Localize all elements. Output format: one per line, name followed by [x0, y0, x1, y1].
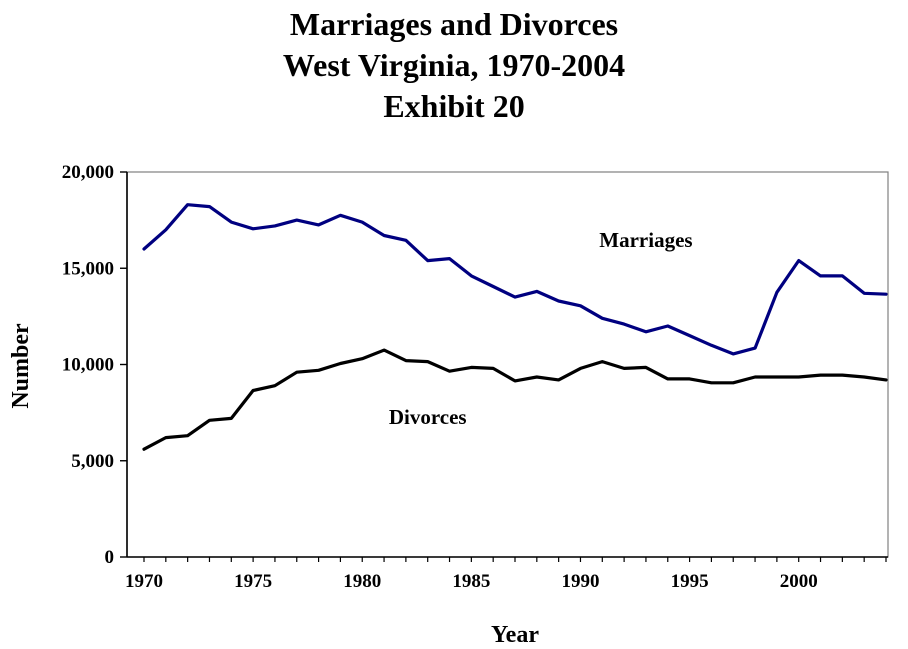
x-axis-title: Year	[491, 622, 539, 648]
y-tick-label: 10,000	[62, 355, 114, 376]
series-label-divorces: Divorces	[389, 405, 467, 429]
series-line-divorces	[142, 348, 888, 451]
y-tick-label: 20,000	[62, 162, 114, 183]
y-tick-label: 5,000	[71, 451, 114, 472]
series-line-marriages	[142, 203, 888, 356]
x-tick-label: 1990	[561, 571, 599, 592]
plot-border	[126, 171, 889, 558]
plot-area	[126, 171, 889, 558]
chart-title-line-3: Exhibit 20	[383, 88, 525, 124]
axes: 0 5,000 10,000 15,000 20,000 1970 1975 1980 1985…	[62, 162, 888, 592]
series-label-marriages: Marriages	[599, 228, 692, 252]
x-tick-label: 1980	[343, 571, 381, 592]
chart-title-line-1: Marriages and Divorces	[289, 6, 619, 42]
x-tick-label: 2000	[780, 571, 818, 592]
x-tick-label: 1995	[671, 571, 709, 592]
y-tick-label: 0	[105, 547, 115, 568]
y-axis-title: Number	[8, 323, 34, 409]
x-tick-label: 1970	[125, 571, 163, 592]
chart-title: Marriages and Divorces West Virginia, 19…	[0, 4, 908, 127]
series-layer: Marriages Divorces	[142, 203, 888, 451]
x-tick-label: 1985	[452, 571, 490, 592]
chart-title-line-2: West Virginia, 1970-2004	[282, 47, 626, 83]
y-tick-label: 15,000	[62, 258, 114, 279]
x-tick-label: 1975	[234, 571, 272, 592]
